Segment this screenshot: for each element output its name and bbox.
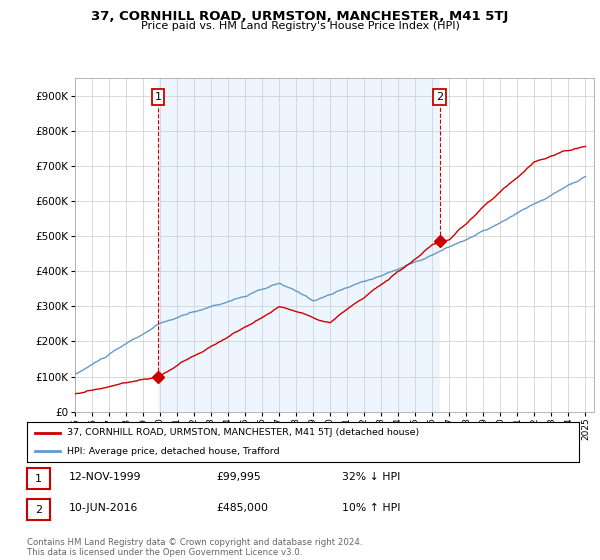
Text: £485,000: £485,000 [216,503,268,513]
Text: 37, CORNHILL ROAD, URMSTON, MANCHESTER, M41 5TJ: 37, CORNHILL ROAD, URMSTON, MANCHESTER, … [91,10,509,23]
Text: Contains HM Land Registry data © Crown copyright and database right 2024.
This d: Contains HM Land Registry data © Crown c… [27,538,362,557]
Text: Price paid vs. HM Land Registry's House Price Index (HPI): Price paid vs. HM Land Registry's House … [140,21,460,31]
Text: 2: 2 [436,92,443,102]
Text: 10% ↑ HPI: 10% ↑ HPI [342,503,401,513]
Bar [158,78,440,412]
Text: 1: 1 [35,474,42,484]
Text: 1: 1 [154,92,161,102]
Text: HPI: Average price, detached house, Trafford: HPI: Average price, detached house, Traf… [67,447,280,456]
Text: £99,995: £99,995 [216,472,261,482]
Text: 2: 2 [35,505,42,515]
Text: 10-JUN-2016: 10-JUN-2016 [69,503,139,513]
Text: 37, CORNHILL ROAD, URMSTON, MANCHESTER, M41 5TJ (detached house): 37, CORNHILL ROAD, URMSTON, MANCHESTER, … [67,428,419,437]
Text: 32% ↓ HPI: 32% ↓ HPI [342,472,400,482]
Text: 12-NOV-1999: 12-NOV-1999 [69,472,142,482]
